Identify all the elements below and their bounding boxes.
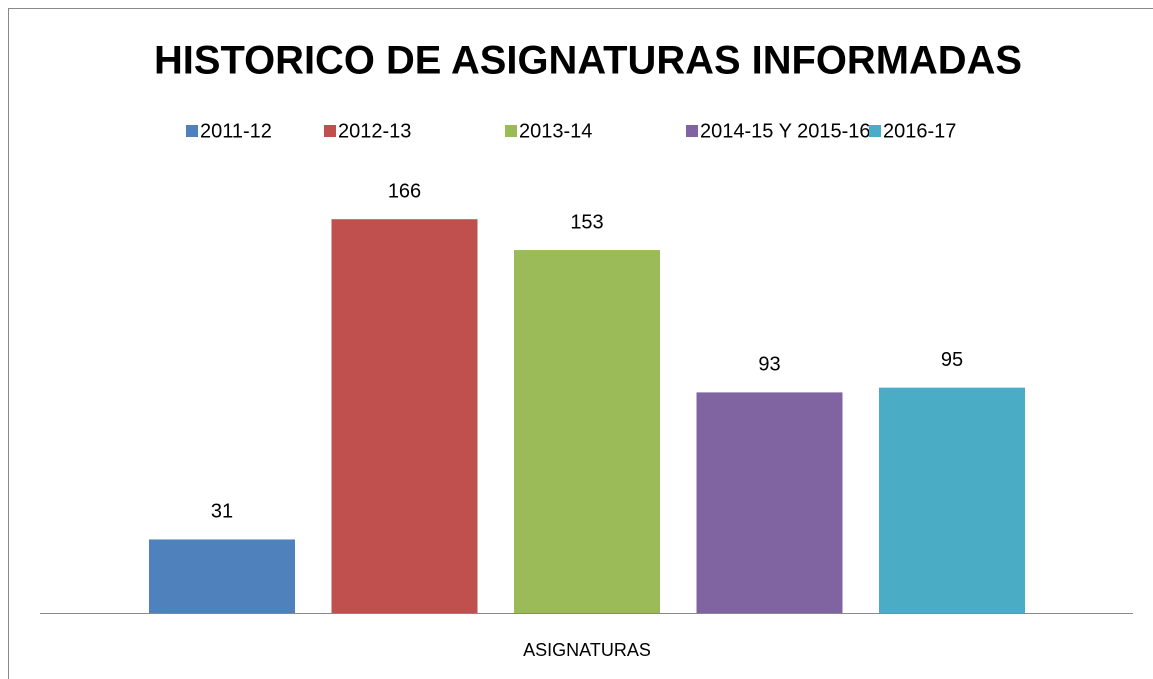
legend-label: 2012-13 <box>338 120 411 142</box>
bar <box>331 219 478 613</box>
legend-label: 2014-15 Y 2015-16 <box>700 120 871 142</box>
data-label: 153 <box>570 211 603 233</box>
x-tick-label: ASIGNATURAS <box>523 640 651 660</box>
legend-swatch <box>869 125 881 137</box>
legend-label: 2011-12 <box>200 120 272 142</box>
legend-swatch <box>324 125 336 137</box>
bar <box>879 387 1025 613</box>
data-label: 31 <box>211 501 233 523</box>
legend-swatch <box>505 125 517 137</box>
data-label: 166 <box>388 180 421 202</box>
bar <box>514 250 660 614</box>
legend-swatch <box>686 125 698 137</box>
bar <box>696 392 843 613</box>
legend-swatch <box>186 125 198 137</box>
legend-label: 2013-14 <box>519 120 592 142</box>
bar <box>149 539 295 613</box>
data-label: 93 <box>758 354 780 376</box>
chart-title: HISTORICO DE ASIGNATURAS INFORMADAS <box>154 39 1022 83</box>
data-label: 95 <box>941 349 963 371</box>
legend-label: 2016-17 <box>883 120 956 142</box>
